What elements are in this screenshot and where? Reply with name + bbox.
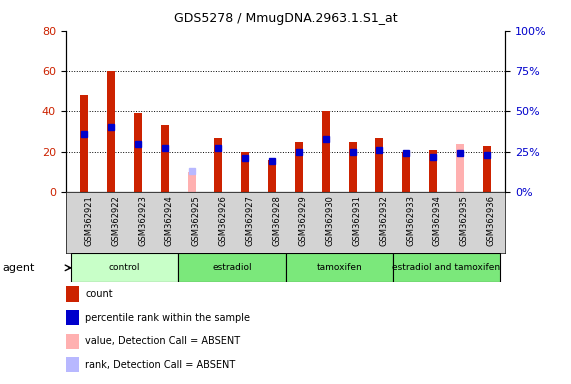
Text: GSM362929: GSM362929	[299, 195, 308, 246]
Text: rank, Detection Call = ABSENT: rank, Detection Call = ABSENT	[86, 359, 236, 369]
Bar	[66, 334, 79, 349]
Text: GSM362921: GSM362921	[85, 195, 94, 246]
Text: GSM362935: GSM362935	[460, 195, 469, 246]
Bar	[402, 152, 410, 192]
Text: GSM362931: GSM362931	[352, 195, 361, 246]
Text: GSM362923: GSM362923	[138, 195, 147, 246]
Text: agent: agent	[3, 263, 35, 273]
Bar	[215, 137, 223, 192]
Bar	[295, 142, 303, 192]
Text: estradiol: estradiol	[212, 263, 252, 272]
Bar	[178, 253, 286, 282]
Text: GSM362922: GSM362922	[111, 195, 120, 246]
Text: count: count	[86, 289, 113, 299]
Bar	[268, 160, 276, 192]
Text: GSM362936: GSM362936	[486, 195, 496, 246]
Bar	[107, 71, 115, 192]
Text: tamoxifen: tamoxifen	[316, 263, 362, 272]
Text: control: control	[109, 263, 140, 272]
Text: value, Detection Call = ABSENT: value, Detection Call = ABSENT	[86, 336, 240, 346]
Bar	[134, 113, 142, 192]
Bar	[66, 357, 79, 372]
Bar	[161, 126, 169, 192]
Bar	[348, 142, 356, 192]
Bar	[321, 111, 329, 192]
Text: GDS5278 / MmugDNA.2963.1.S1_at: GDS5278 / MmugDNA.2963.1.S1_at	[174, 12, 397, 25]
Text: GSM362926: GSM362926	[219, 195, 227, 246]
Bar	[286, 253, 393, 282]
Text: GSM362930: GSM362930	[325, 195, 335, 246]
Bar	[66, 286, 79, 301]
Text: GSM362928: GSM362928	[272, 195, 281, 246]
Bar	[393, 253, 500, 282]
Text: GSM362934: GSM362934	[433, 195, 442, 246]
Bar	[456, 144, 464, 192]
Bar	[242, 152, 250, 192]
Text: GSM362927: GSM362927	[246, 195, 254, 246]
Text: GSM362932: GSM362932	[379, 195, 388, 246]
Bar	[188, 172, 196, 192]
Bar	[66, 310, 79, 325]
Text: GSM362933: GSM362933	[406, 195, 415, 246]
Text: percentile rank within the sample: percentile rank within the sample	[86, 313, 251, 323]
Text: GSM362925: GSM362925	[192, 195, 200, 246]
Bar	[71, 253, 178, 282]
Bar	[482, 146, 490, 192]
Bar	[429, 150, 437, 192]
Bar	[81, 95, 89, 192]
Text: estradiol and tamoxifen: estradiol and tamoxifen	[392, 263, 500, 272]
Bar	[375, 137, 383, 192]
Text: GSM362924: GSM362924	[165, 195, 174, 246]
